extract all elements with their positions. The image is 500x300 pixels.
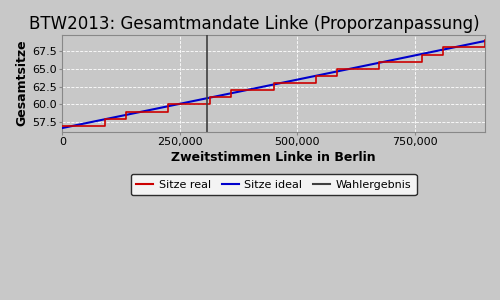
Sitze real	[398, 60, 404, 64]
Sitze real	[440, 53, 446, 56]
Sitze real	[270, 81, 276, 85]
Sitze ideal	[470, 42, 476, 45]
X-axis label: Zweitstimmen Linke in Berlin: Zweitstimmen Linke in Berlin	[172, 151, 376, 164]
Sitze real	[292, 81, 298, 85]
Sitze real	[418, 53, 424, 56]
Sitze real	[313, 81, 319, 85]
Sitze real	[165, 110, 171, 113]
Sitze real	[208, 95, 214, 99]
Sitze ideal	[254, 86, 260, 90]
Sitze real	[208, 103, 214, 106]
Sitze ideal	[81, 122, 87, 125]
Sitze ideal	[265, 84, 271, 88]
Line: Sitze real: Sitze real	[62, 40, 485, 126]
Y-axis label: Gesamtsitze: Gesamtsitze	[15, 40, 28, 126]
Sitze real	[165, 103, 171, 106]
Sitze ideal	[470, 42, 476, 45]
Sitze real	[398, 60, 404, 64]
Line: Sitze ideal: Sitze ideal	[62, 41, 485, 128]
Sitze real	[228, 95, 234, 99]
Sitze real	[292, 81, 298, 85]
Sitze real	[334, 74, 340, 78]
Sitze real	[482, 46, 488, 49]
Legend: Sitze real, Sitze ideal, Wahlergebnis: Sitze real, Sitze ideal, Wahlergebnis	[131, 174, 416, 195]
Sitze real	[313, 74, 319, 78]
Sitze real	[123, 117, 129, 121]
Sitze ideal	[392, 58, 398, 61]
Sitze real	[482, 38, 488, 42]
Sitze real	[60, 124, 66, 128]
Sitze real	[250, 88, 256, 92]
Sitze real	[186, 103, 192, 106]
Sitze real	[228, 88, 234, 92]
Sitze real	[80, 124, 86, 128]
Sitze real	[80, 124, 86, 128]
Sitze real	[102, 124, 107, 128]
Sitze real	[376, 67, 382, 70]
Sitze real	[144, 110, 150, 113]
Sitze real	[144, 110, 150, 113]
Sitze ideal	[60, 126, 66, 130]
Text: BTW2013: Gesamtmandate Linke (Proporzanpassung): BTW2013: Gesamtmandate Linke (Proporzanp…	[28, 15, 479, 33]
Sitze real	[355, 67, 361, 70]
Sitze real	[334, 67, 340, 70]
Sitze real	[461, 46, 467, 49]
Sitze real	[186, 103, 192, 106]
Sitze real	[270, 88, 276, 92]
Sitze real	[123, 110, 129, 113]
Sitze real	[355, 67, 361, 70]
Sitze real	[440, 46, 446, 49]
Sitze real	[418, 60, 424, 64]
Sitze real	[250, 88, 256, 92]
Sitze real	[376, 60, 382, 64]
Sitze ideal	[482, 39, 488, 43]
Sitze real	[461, 46, 467, 49]
Sitze real	[102, 117, 107, 121]
